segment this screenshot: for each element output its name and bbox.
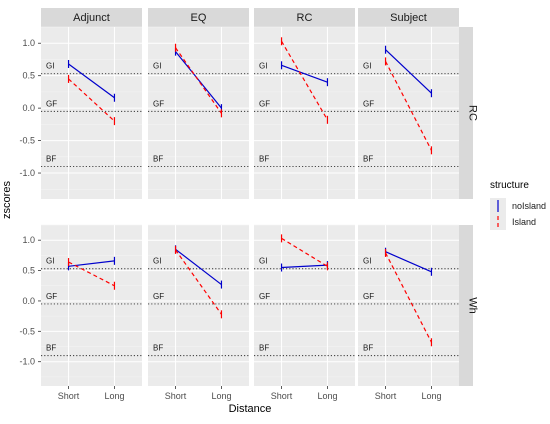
panel-rc-eq [148, 27, 249, 199]
series-line-rc-subject-island [385, 61, 432, 151]
panel-wh-adjunct [41, 225, 142, 386]
panel-wh-eq [148, 225, 249, 386]
y-tick-label: -0.5 [19, 326, 35, 336]
reference-label-gi: GI [363, 257, 371, 266]
panel-rc-subject [358, 27, 459, 199]
x-tick-label-short: Short [58, 391, 80, 401]
x-tick-label-long: Long [211, 391, 231, 401]
y-tick-label: -0.5 [19, 136, 35, 146]
y-tick-label: 0.0 [22, 296, 35, 306]
series-line-rc-eq-noisland [175, 51, 222, 109]
legend-label-noisland: noIsland [512, 201, 546, 211]
reference-label-gi: GI [46, 257, 54, 266]
y-tick-label: 1.0 [22, 38, 35, 48]
column-strip-label-subject: Subject [390, 12, 427, 24]
reference-label-gf: GF [259, 99, 270, 108]
reference-label-gi: GI [153, 257, 161, 266]
panel-wh-subject [358, 225, 459, 386]
column-strip-subject [358, 8, 459, 27]
reference-label-gi: GI [46, 62, 54, 71]
row-strip-label-rc: RC [467, 105, 479, 121]
x-tick-label-short: Short [165, 391, 187, 401]
legend-key-bg-island [490, 214, 506, 230]
reference-label-bf: BF [153, 344, 163, 353]
series-line-rc-rc-noisland [281, 64, 328, 83]
y-tick-label: -1.0 [19, 168, 35, 178]
series-line-wh-rc-island [281, 237, 328, 267]
reference-label-bf: BF [46, 155, 56, 164]
x-tick-label-short: Short [375, 391, 397, 401]
series-line-wh-eq-island [175, 249, 222, 315]
y-tick-label: 1.0 [22, 235, 35, 245]
reference-label-bf: BF [363, 155, 373, 164]
series-line-wh-adjunct-island [68, 261, 115, 287]
series-line-rc-eq-island [175, 47, 222, 114]
panel-rc-adjunct [41, 27, 142, 199]
reference-label-gf: GF [46, 99, 57, 108]
reference-label-gf: GF [363, 99, 374, 108]
reference-label-gi: GI [259, 62, 267, 71]
x-tick-label-long: Long [317, 391, 337, 401]
x-axis-title: Distance [229, 403, 272, 415]
y-tick-label: 0.5 [22, 266, 35, 276]
series-line-rc-adjunct-island [68, 78, 115, 122]
row-strip-rc [459, 27, 473, 199]
reference-label-gf: GF [363, 292, 374, 301]
x-tick-label-short: Short [271, 391, 293, 401]
reference-label-gf: GF [46, 292, 57, 301]
reference-label-gf: GF [153, 292, 164, 301]
series-line-rc-adjunct-noisland [68, 63, 115, 99]
reference-label-bf: BF [259, 344, 269, 353]
legend-title: structure [490, 180, 529, 191]
column-strip-rc [254, 8, 355, 27]
y-tick-label: 0.0 [22, 103, 35, 113]
reference-label-gf: GF [153, 99, 164, 108]
series-line-wh-subject-noisland [385, 251, 432, 273]
row-strip-wh [459, 225, 473, 386]
reference-label-bf: BF [259, 155, 269, 164]
column-strip-eq [148, 8, 249, 27]
reference-label-gi: GI [363, 62, 371, 71]
column-strip-label-rc: RC [297, 12, 313, 24]
panel-rc-rc [254, 27, 355, 199]
series-line-wh-subject-island [385, 252, 432, 343]
y-tick-label: -1.0 [19, 357, 35, 367]
column-strip-label-adjunct: Adjunct [73, 12, 110, 24]
series-line-rc-rc-island [281, 40, 328, 121]
reference-label-bf: BF [153, 155, 163, 164]
reference-label-bf: BF [46, 344, 56, 353]
reference-label-gf: GF [259, 292, 270, 301]
legend-label-island: Island [512, 217, 536, 227]
y-tick-label: 0.5 [22, 71, 35, 81]
reference-label-gi: GI [153, 62, 161, 71]
row-strip-label-wh: Wh [467, 297, 479, 314]
x-tick-label-long: Long [104, 391, 124, 401]
x-tick-label-long: Long [421, 391, 441, 401]
series-line-wh-eq-noisland [175, 248, 222, 286]
column-strip-adjunct [41, 8, 142, 27]
series-line-rc-subject-noisland [385, 49, 432, 94]
panel-wh-rc [254, 225, 355, 386]
reference-label-bf: BF [363, 344, 373, 353]
series-line-wh-rc-noisland [281, 264, 328, 269]
y-axis-title: zscores [1, 181, 13, 219]
reference-label-gi: GI [259, 257, 267, 266]
column-strip-label-eq: EQ [191, 12, 207, 24]
